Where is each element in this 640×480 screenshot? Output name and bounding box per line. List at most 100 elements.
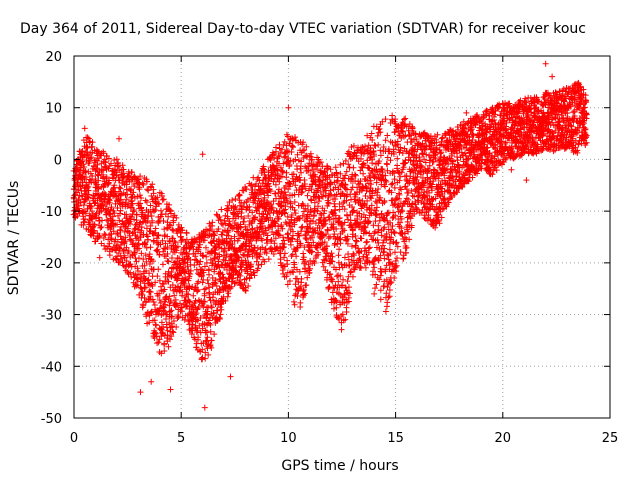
data-point bbox=[120, 262, 127, 269]
data-point bbox=[141, 262, 148, 269]
data-point bbox=[175, 221, 182, 228]
data-point bbox=[215, 258, 222, 265]
data-point bbox=[152, 225, 159, 232]
data-point bbox=[97, 224, 104, 231]
data-point bbox=[304, 192, 311, 199]
data-point bbox=[129, 230, 136, 237]
data-point bbox=[216, 213, 223, 220]
data-point bbox=[155, 200, 162, 207]
data-point bbox=[81, 164, 88, 171]
data-point bbox=[206, 284, 213, 291]
data-point bbox=[198, 272, 205, 279]
data-point bbox=[194, 306, 201, 313]
data-point bbox=[120, 166, 127, 173]
data-point bbox=[114, 205, 121, 212]
data-point bbox=[203, 253, 210, 260]
data-point bbox=[217, 304, 224, 311]
data-point bbox=[223, 251, 230, 258]
data-point bbox=[196, 322, 203, 329]
data-point bbox=[377, 194, 384, 201]
data-point bbox=[90, 162, 97, 169]
data-point bbox=[179, 288, 186, 295]
data-point bbox=[384, 161, 391, 168]
data-point bbox=[409, 200, 416, 207]
data-point bbox=[377, 147, 384, 154]
data-point bbox=[94, 165, 101, 172]
data-point bbox=[73, 189, 80, 196]
data-point bbox=[116, 246, 123, 253]
data-point bbox=[328, 250, 335, 257]
data-point bbox=[137, 173, 144, 180]
data-point bbox=[75, 186, 82, 193]
data-point bbox=[105, 155, 112, 162]
data-point bbox=[150, 190, 157, 197]
data-point bbox=[181, 316, 188, 323]
data-point bbox=[100, 150, 107, 157]
data-point bbox=[128, 169, 135, 176]
data-point bbox=[222, 297, 229, 304]
data-point bbox=[211, 249, 218, 256]
data-point bbox=[209, 219, 216, 226]
data-point bbox=[157, 207, 164, 214]
data-point bbox=[81, 218, 88, 225]
data-point bbox=[74, 179, 81, 186]
data-point bbox=[179, 227, 186, 234]
data-point bbox=[137, 200, 144, 207]
data-point bbox=[128, 186, 135, 193]
data-point bbox=[85, 191, 92, 198]
data-point bbox=[213, 282, 220, 289]
data-points bbox=[70, 60, 590, 411]
data-point bbox=[393, 239, 400, 246]
data-point bbox=[195, 278, 202, 285]
data-point bbox=[125, 248, 132, 255]
data-point bbox=[382, 116, 389, 123]
data-point bbox=[336, 200, 343, 207]
data-point bbox=[156, 290, 163, 297]
data-point bbox=[184, 263, 191, 270]
data-point bbox=[136, 186, 143, 193]
data-point bbox=[182, 268, 189, 275]
data-point bbox=[192, 311, 199, 318]
data-point bbox=[186, 299, 193, 306]
data-point bbox=[117, 226, 124, 233]
data-point bbox=[207, 297, 214, 304]
data-point bbox=[152, 229, 159, 236]
data-point bbox=[221, 217, 228, 224]
data-point bbox=[183, 302, 190, 309]
data-point bbox=[394, 255, 401, 262]
data-point bbox=[140, 181, 147, 188]
data-point bbox=[387, 157, 394, 164]
data-point bbox=[79, 158, 86, 165]
data-point bbox=[117, 185, 124, 192]
data-point bbox=[379, 242, 386, 249]
data-point bbox=[401, 116, 408, 123]
data-point bbox=[83, 174, 90, 181]
data-point bbox=[162, 301, 169, 308]
data-point bbox=[153, 322, 160, 329]
data-point bbox=[373, 281, 380, 288]
data-point bbox=[187, 256, 194, 263]
data-point bbox=[371, 264, 378, 271]
data-point bbox=[171, 238, 178, 245]
data-point bbox=[79, 193, 86, 200]
data-point bbox=[224, 215, 231, 222]
data-point bbox=[160, 280, 167, 287]
data-point bbox=[205, 351, 212, 358]
data-point bbox=[336, 246, 343, 253]
data-point bbox=[71, 177, 78, 184]
data-point bbox=[189, 321, 196, 328]
data-point bbox=[365, 164, 372, 171]
data-point bbox=[195, 334, 202, 341]
data-point bbox=[382, 308, 389, 315]
data-point bbox=[350, 250, 357, 257]
data-point bbox=[343, 168, 350, 175]
data-point bbox=[160, 196, 167, 203]
data-point bbox=[181, 269, 188, 276]
data-point bbox=[95, 214, 102, 221]
data-point bbox=[113, 156, 120, 163]
data-point bbox=[142, 241, 149, 248]
data-point bbox=[78, 174, 85, 181]
data-point bbox=[118, 190, 125, 197]
data-point bbox=[122, 238, 129, 245]
data-point bbox=[332, 203, 339, 210]
